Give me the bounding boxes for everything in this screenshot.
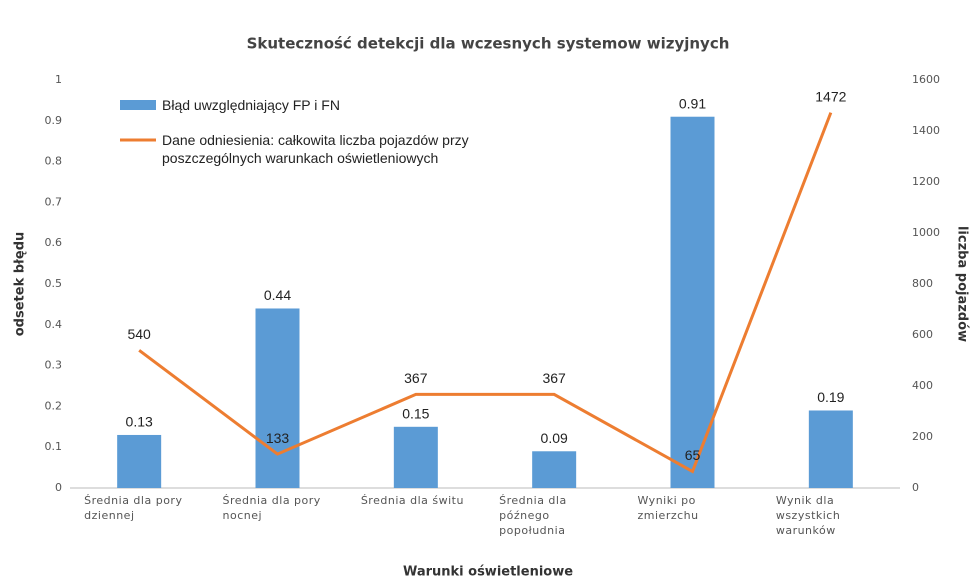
legend-swatch	[120, 100, 156, 110]
line-value-label: 133	[266, 430, 290, 446]
legend-label: Dane odniesienia: całkowita liczba pojaz…	[162, 132, 469, 166]
bar-value-label: 0.13	[126, 414, 153, 430]
y2-tick-label: 1400	[912, 124, 940, 137]
y-tick-label: 0.7	[45, 195, 63, 208]
line-value-label: 540	[127, 326, 151, 342]
y-tick-label: 0.4	[45, 318, 63, 331]
y-tick-label: 0.9	[45, 114, 63, 127]
line-series	[138, 112, 833, 474]
y2-tick-label: 1600	[912, 73, 940, 86]
y-tick-label: 0.8	[45, 155, 63, 168]
line-value-label: 367	[404, 370, 428, 386]
y-tick-label: 0.5	[45, 277, 63, 290]
y-axis-title: odsetek błędu	[13, 232, 28, 337]
bar-value-label: 0.15	[402, 406, 429, 422]
y2-tick-label: 600	[912, 328, 933, 341]
bar-value-label: 0.09	[541, 430, 568, 446]
y2-tick-label: 400	[912, 379, 933, 392]
y-tick-label: 0.2	[45, 399, 63, 412]
legend-label: Błąd uwzględniający FP i FN	[162, 97, 340, 113]
y2-tick-label: 0	[912, 481, 919, 494]
bar	[255, 308, 300, 488]
y-tick-label: 0.1	[45, 440, 63, 453]
bar	[808, 410, 853, 488]
x-axis-title: Warunki oświetleniowe	[403, 565, 573, 580]
y2-tick-label: 1200	[912, 175, 940, 188]
line-value-label: 367	[542, 370, 566, 386]
bar	[670, 116, 715, 488]
y2-axis-title: liczba pojazdów	[955, 226, 970, 342]
y-tick-label: 1	[55, 73, 62, 86]
bar-value-label: 0.19	[817, 389, 844, 405]
y2-tick-label: 800	[912, 277, 933, 290]
bar-value-label: 0.91	[679, 95, 706, 111]
x-tick-label: Wyniki po zmierzchu	[637, 494, 699, 522]
x-tick-label: Średnia dla świtu	[360, 494, 464, 507]
line-value-label: 1472	[815, 88, 846, 104]
y-tick-label: 0.3	[45, 359, 63, 372]
bar	[532, 451, 577, 488]
x-tick-label: Średnia dla pory nocnej	[222, 494, 321, 522]
x-tick-label: Wynik dla wszystkich warunków	[775, 494, 841, 537]
y-tick-label: 0	[55, 481, 62, 494]
y2-tick-label: 1000	[912, 226, 940, 239]
line-value-label: 65	[685, 447, 701, 463]
chart-title: Skuteczność detekcji dla wczesnych syste…	[247, 35, 730, 53]
x-tick-label: Średnia dla późnego popołudnia	[499, 494, 567, 537]
bar	[393, 426, 438, 488]
x-tick-label: Średnia dla pory dziennej	[84, 494, 183, 522]
y2-tick-label: 200	[912, 430, 933, 443]
bar-value-label: 0.44	[264, 287, 291, 303]
y-tick-label: 0.6	[45, 236, 63, 249]
bar	[117, 434, 162, 488]
